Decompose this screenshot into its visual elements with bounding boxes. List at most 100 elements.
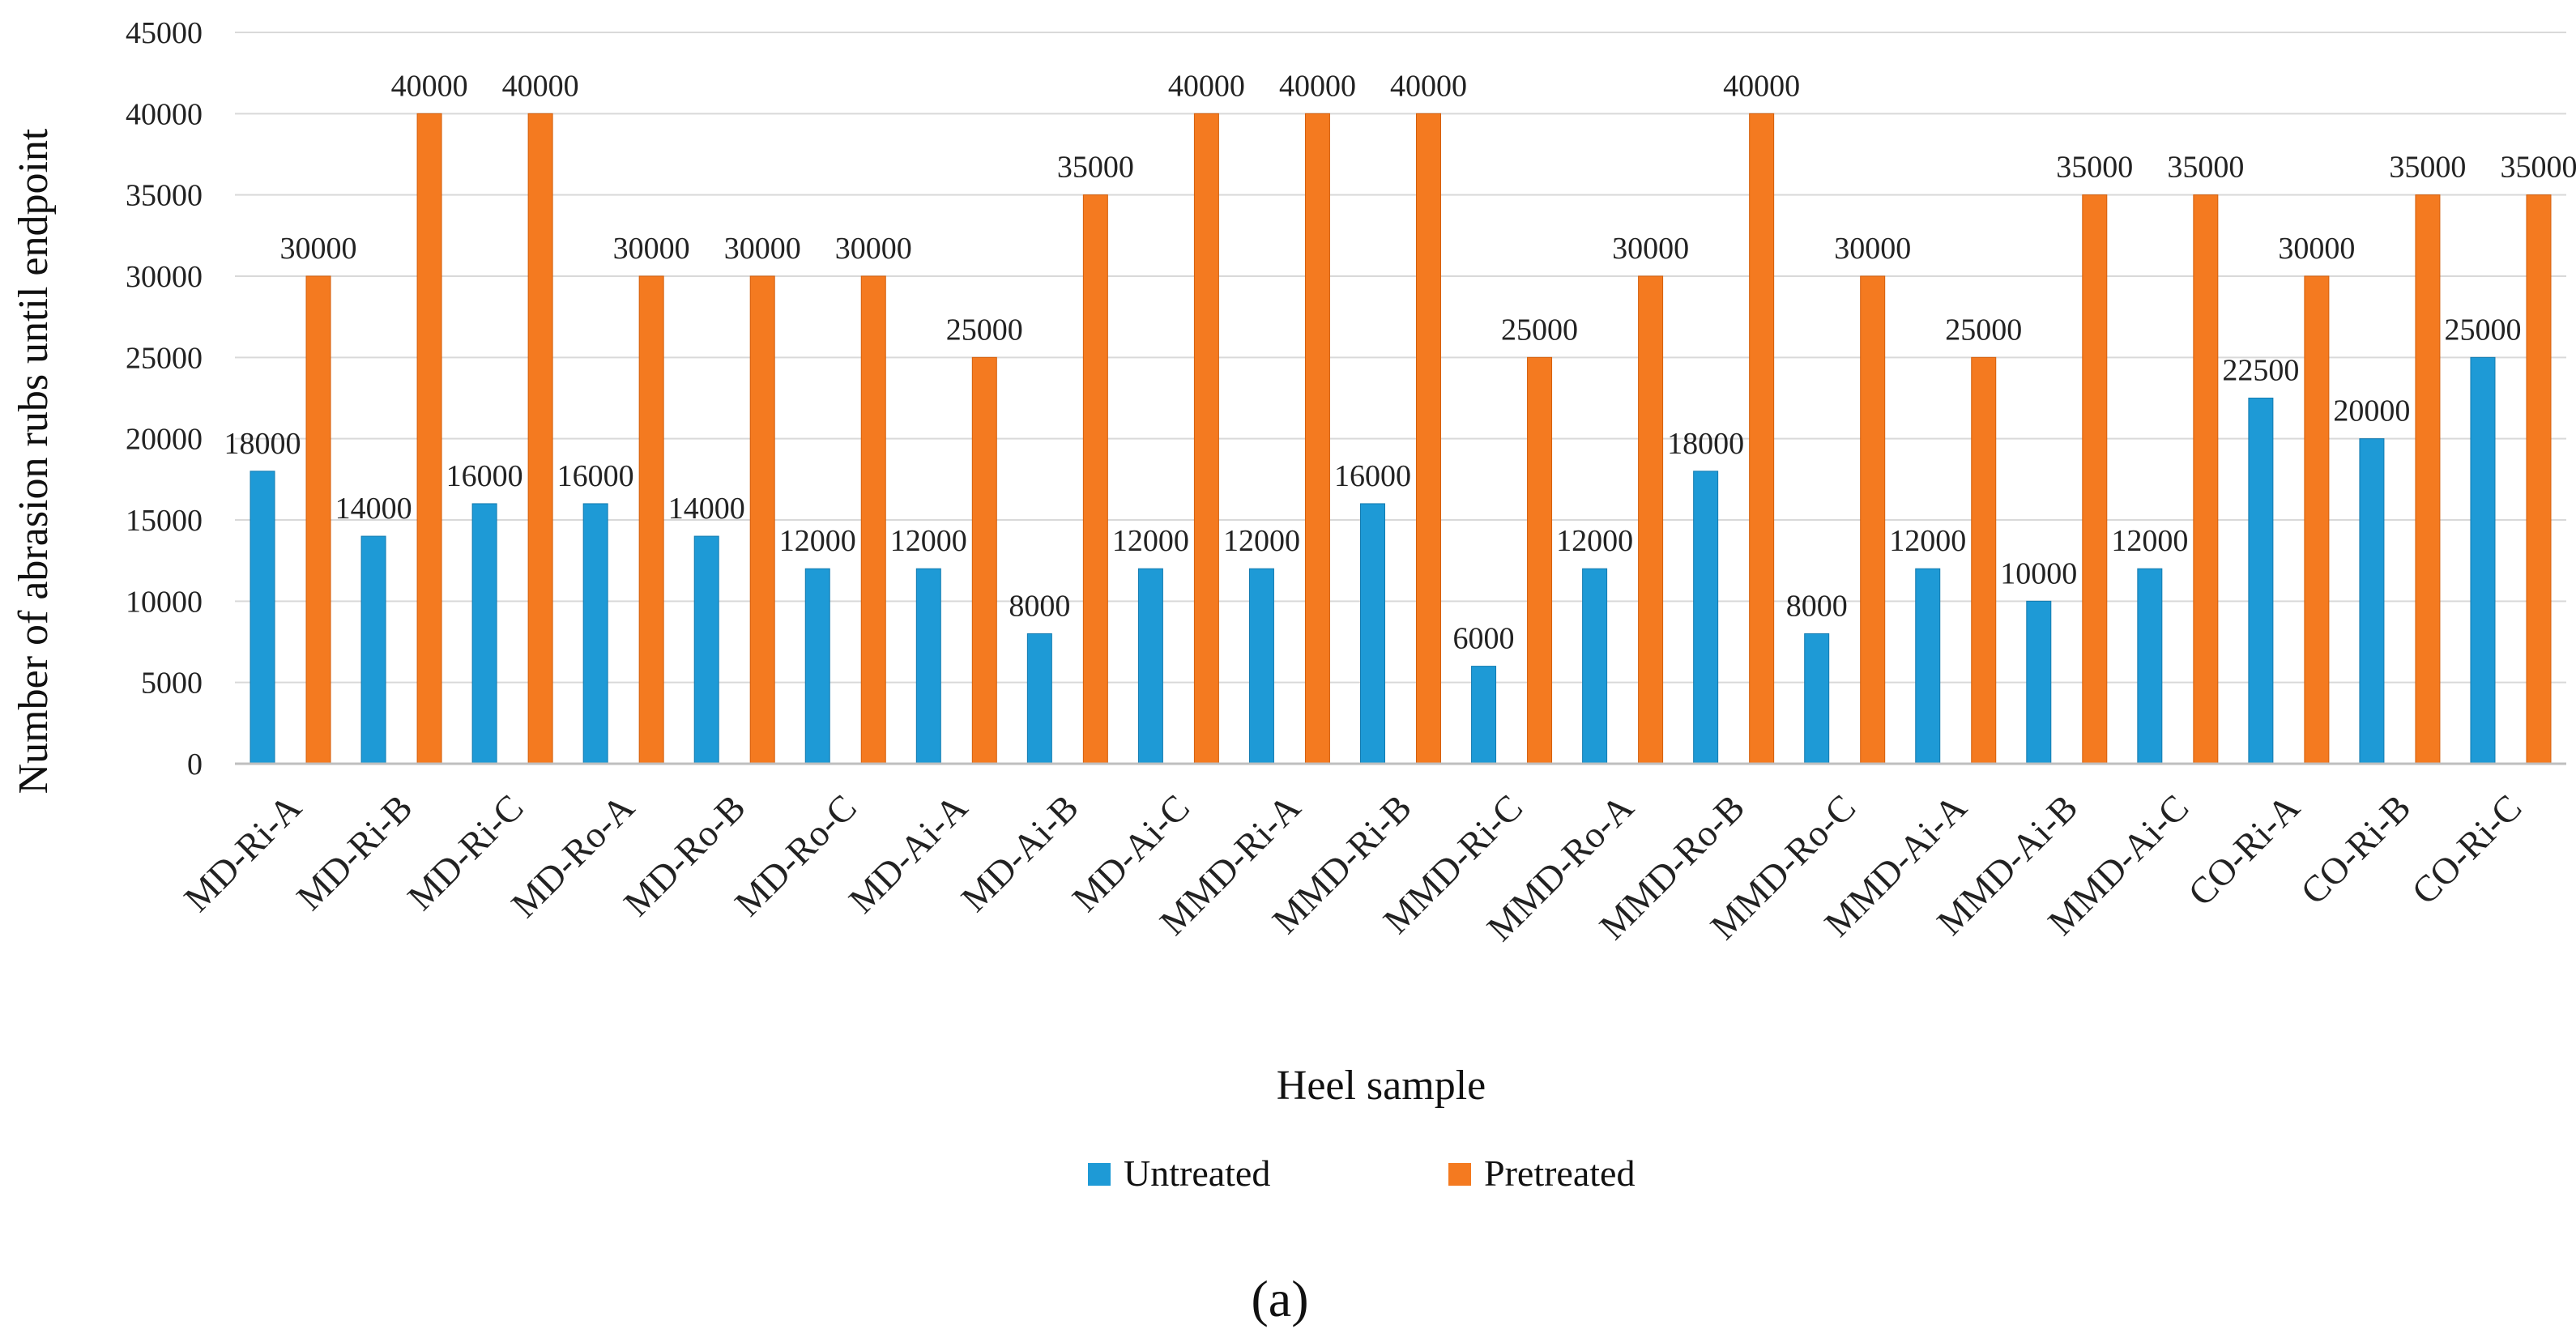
bar-pretreated-md-ri-a xyxy=(305,275,331,765)
data-label-untreated: 14000 xyxy=(668,492,745,526)
bar-untreated-mmd-ri-b xyxy=(1360,503,1385,765)
bar-pretreated-mmd-ri-a xyxy=(1304,113,1330,765)
bar-untreated-mmd-ai-c xyxy=(2137,568,2163,765)
x-tick-label: MD-Ro-A xyxy=(503,786,642,926)
bar-untreated-mmd-ro-a xyxy=(1582,568,1608,765)
data-label-untreated: 10000 xyxy=(2000,556,2077,590)
x-tick-label: MD-Ri-A xyxy=(176,786,309,919)
bar-untreated-md-ro-a xyxy=(582,503,608,765)
bar-pretreated-md-ri-b xyxy=(416,113,442,765)
data-label-untreated: 22500 xyxy=(2222,354,2299,388)
data-label-pretreated: 30000 xyxy=(613,232,690,266)
data-label-untreated: 8000 xyxy=(1009,589,1070,623)
bar-untreated-co-ri-c xyxy=(2470,356,2496,765)
legend-swatch-untreated xyxy=(1088,1163,1111,1186)
legend: Untreated Pretreated xyxy=(1088,1152,1635,1194)
data-label-pretreated: 35000 xyxy=(1057,151,1134,185)
x-tick-label: CO-Ri-A xyxy=(2180,786,2307,914)
y-tick-label: 20000 xyxy=(126,423,203,457)
data-label-untreated: 12000 xyxy=(779,524,856,558)
data-label-untreated: 12000 xyxy=(2111,524,2188,558)
y-tick-label: 15000 xyxy=(126,504,203,538)
bar-untreated-mmd-ro-c xyxy=(1804,633,1830,765)
data-label-untreated: 16000 xyxy=(1334,459,1411,493)
x-tick-label: MD-Ro-C xyxy=(727,786,864,924)
data-label-pretreated: 25000 xyxy=(1501,313,1578,347)
bar-untreated-md-ri-a xyxy=(249,471,275,765)
x-axis-ticks: MD-Ri-AMD-Ri-BMD-Ri-CMD-Ro-AMD-Ro-BMD-Ro… xyxy=(176,786,2529,949)
y-axis-ticks: 0 5000 10000 15000 20000 25000 30000 35000 40000… xyxy=(126,16,203,782)
data-label-pretreated: 30000 xyxy=(724,232,801,266)
bar-pretreated-mmd-ai-a xyxy=(1971,356,1997,765)
bar-pretreated-md-ai-b xyxy=(1082,194,1108,765)
x-tick-label: MD-Ai-B xyxy=(953,786,1086,919)
data-label-pretreated: 35000 xyxy=(2500,151,2576,185)
data-label-pretreated: 30000 xyxy=(835,232,912,266)
bar-untreated-mmd-ri-c xyxy=(1471,666,1497,765)
data-label-pretreated: 25000 xyxy=(946,313,1023,347)
bar-untreated-md-ai-c xyxy=(1137,568,1163,765)
bar-pretreated-md-ai-c xyxy=(1193,113,1219,765)
bar-untreated-md-ai-a xyxy=(915,568,941,765)
data-label-pretreated: 40000 xyxy=(1390,69,1467,103)
data-label-untreated: 18000 xyxy=(224,427,301,461)
y-tick-label: 40000 xyxy=(126,97,203,131)
data-label-pretreated: 40000 xyxy=(1279,69,1356,103)
data-label-untreated: 12000 xyxy=(1112,524,1189,558)
legend-label-untreated: Untreated xyxy=(1124,1152,1270,1194)
y-tick-label: 35000 xyxy=(126,179,203,213)
bar-pretreated-md-ro-b xyxy=(749,275,775,765)
bar-untreated-md-ri-c xyxy=(471,503,497,765)
bar-pretreated-md-ai-a xyxy=(971,356,997,765)
data-label-untreated: 12000 xyxy=(890,524,967,558)
data-label-pretreated: 30000 xyxy=(1834,232,1911,266)
data-label-pretreated: 30000 xyxy=(1612,232,1689,266)
bar-untreated-md-ro-b xyxy=(693,535,719,765)
y-axis-title: Number of abrasion rubs until endpoint xyxy=(11,128,57,794)
bar-untreated-mmd-ri-a xyxy=(1248,568,1274,765)
data-label-pretreated: 40000 xyxy=(391,69,468,103)
bar-pretreated-mmd-ro-b xyxy=(1749,113,1775,765)
data-label-pretreated: 35000 xyxy=(2056,151,2133,185)
data-label-untreated: 6000 xyxy=(1453,622,1515,656)
x-tick-label: MD-Ri-B xyxy=(288,786,420,918)
bar-pretreated-md-ro-a xyxy=(638,275,664,765)
data-label-pretreated: 40000 xyxy=(502,69,579,103)
data-label-untreated: 18000 xyxy=(1667,427,1744,461)
bar-untreated-mmd-ro-b xyxy=(1693,471,1719,765)
y-tick-label: 30000 xyxy=(126,260,203,294)
data-labels: 18000 30000 14000 40000 16000 40000 16000 30000… xyxy=(224,69,2576,655)
legend-swatch-pretreated xyxy=(1448,1163,1471,1186)
bar-pretreated-mmd-ri-b xyxy=(1416,113,1441,765)
data-label-pretreated: 40000 xyxy=(1168,69,1245,103)
data-label-pretreated: 30000 xyxy=(2278,232,2355,266)
bar-pretreated-md-ri-c xyxy=(527,113,553,765)
data-label-pretreated: 35000 xyxy=(2389,151,2466,185)
data-label-untreated: 8000 xyxy=(1786,589,1848,623)
bar-pretreated-co-ri-b xyxy=(2415,194,2441,765)
data-label-pretreated: 35000 xyxy=(2167,151,2244,185)
data-label-pretreated: 25000 xyxy=(1945,313,2022,347)
bar-untreated-md-ro-c xyxy=(804,568,830,765)
data-label-untreated: 12000 xyxy=(1223,524,1300,558)
data-label-pretreated: 40000 xyxy=(1723,69,1800,103)
bar-pretreated-co-ri-a xyxy=(2304,275,2330,765)
legend-label-pretreated: Pretreated xyxy=(1484,1152,1635,1194)
bar-untreated-co-ri-a xyxy=(2248,398,2274,765)
x-tick-label: CO-Ri-B xyxy=(2292,786,2418,912)
figure-caption: (a) xyxy=(1251,1270,1308,1327)
bar-pretreated-mmd-ai-c xyxy=(2193,194,2219,765)
data-label-untreated: 12000 xyxy=(1556,524,1633,558)
bar-untreated-co-ri-b xyxy=(2359,438,2385,765)
data-label-untreated: 16000 xyxy=(446,459,523,493)
y-tick-label: 5000 xyxy=(141,667,203,701)
bar-pretreated-md-ro-c xyxy=(860,275,886,765)
y-tick-label: 45000 xyxy=(126,16,203,50)
bar-untreated-md-ri-b xyxy=(360,535,386,765)
data-label-pretreated: 30000 xyxy=(280,232,357,266)
data-label-untreated: 20000 xyxy=(2333,394,2410,428)
x-tick-label: CO-Ri-C xyxy=(2403,786,2529,912)
bar-pretreated-mmd-ri-c xyxy=(1527,356,1553,765)
